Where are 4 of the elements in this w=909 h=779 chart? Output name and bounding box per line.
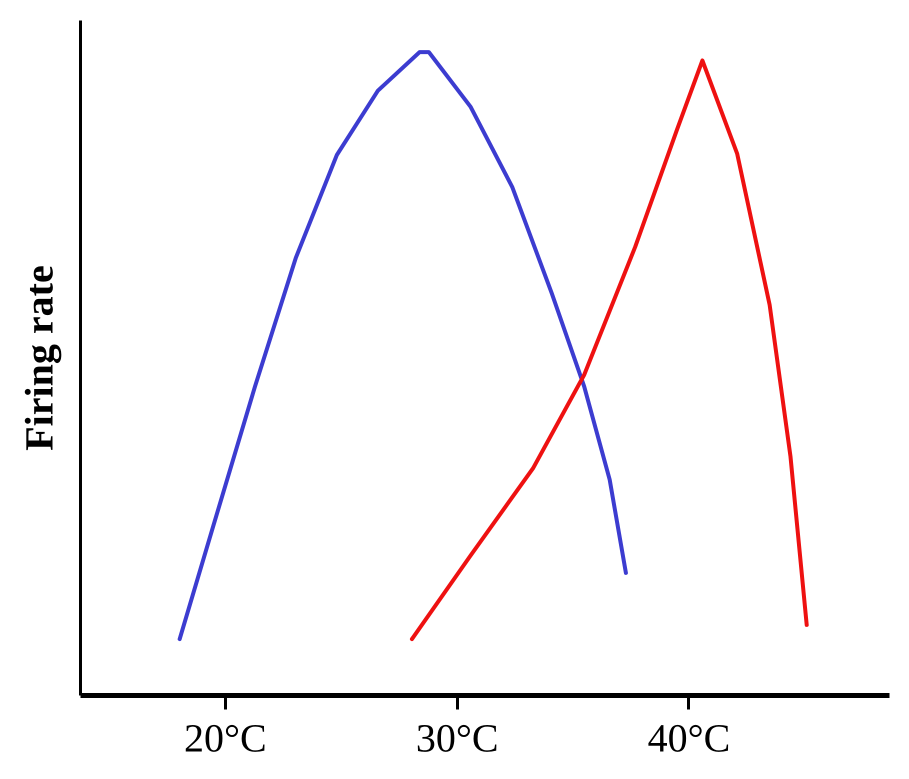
x-tick-label: 40°C	[648, 716, 730, 760]
x-tick-label: 20°C	[184, 716, 267, 760]
y-axis-title: Firing rate	[16, 265, 62, 451]
x-tick-label: 30°C	[416, 716, 499, 760]
